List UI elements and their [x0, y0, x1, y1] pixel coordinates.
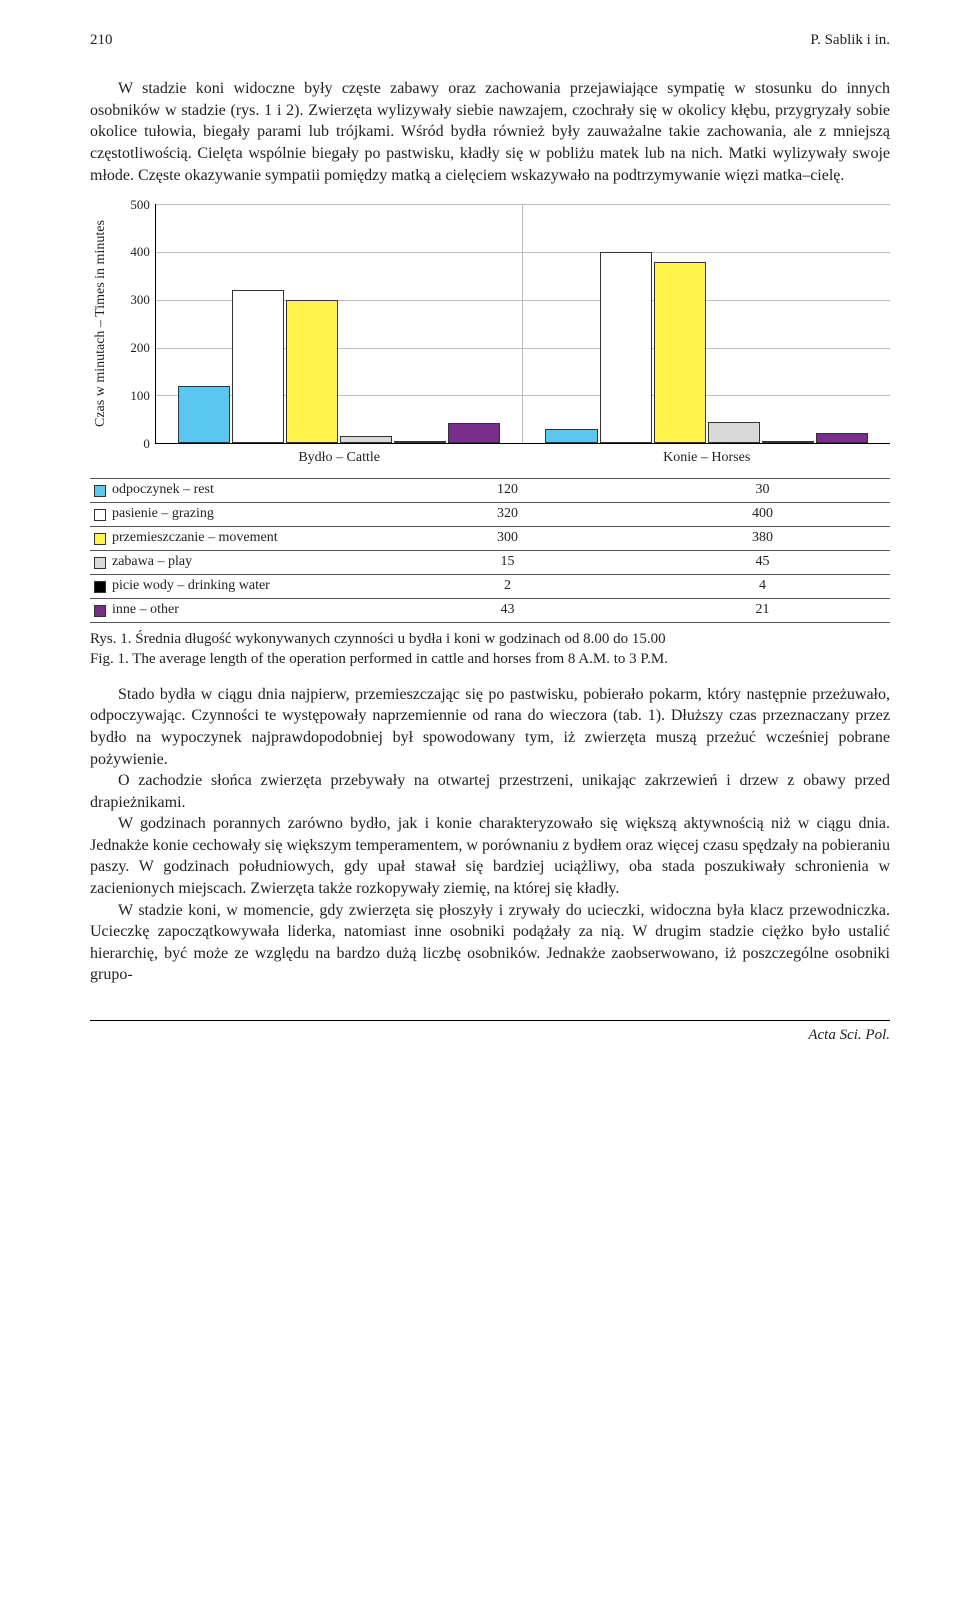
chart-data-row: zabawa – play 1545: [90, 551, 890, 575]
chart-bar: [448, 423, 500, 444]
figure-caption-pl: Rys. 1. Średnia długość wykonywanych czy…: [90, 629, 890, 649]
legend-label: inne – other: [112, 601, 179, 620]
chart-data-cell: 320: [380, 503, 635, 526]
legend-label: pasienie – grazing: [112, 505, 214, 524]
chart-y-axis-label: Czas w minutach – Times in minutes: [90, 204, 111, 444]
chart-data-cell: 120: [380, 479, 635, 502]
chart-data-cell: 45: [635, 551, 890, 574]
chart-bar: [545, 429, 597, 443]
legend-swatch: [94, 485, 106, 497]
chart-data-cell: 30: [635, 479, 890, 502]
body-text-top: W stadzie koni widoczne były częste zaba…: [90, 78, 890, 186]
chart-data-cell: 43: [380, 599, 635, 622]
chart-data-cell: 4: [635, 575, 890, 598]
legend-swatch: [94, 533, 106, 545]
body-text-bottom: Stado bydła w ciągu dnia najpierw, przem…: [90, 684, 890, 986]
paragraph: W stadzie koni widoczne były częste zaba…: [90, 78, 890, 186]
chart-data-cell: 380: [635, 527, 890, 550]
chart-y-tick: 400: [118, 243, 150, 261]
chart-y-tick: 100: [118, 387, 150, 405]
figure-caption-en: Fig. 1. The average length of the operat…: [90, 649, 890, 669]
paragraph: Stado bydła w ciągu dnia najpierw, przem…: [90, 684, 890, 770]
chart-x-category-label: Konie – Horses: [523, 443, 890, 468]
chart-category-group: Konie – Horses: [523, 204, 890, 443]
chart-bar: [178, 386, 230, 443]
legend-swatch: [94, 605, 106, 617]
figure-1: Czas w minutach – Times in minutes Bydło…: [90, 204, 890, 670]
page-number: 210: [90, 30, 113, 50]
chart-bar: [816, 433, 868, 443]
chart-data-cell: 300: [380, 527, 635, 550]
chart-y-tick: 500: [118, 195, 150, 213]
footer-journal: Acta Sci. Pol.: [90, 1020, 890, 1045]
chart-plot-area: Bydło – CattleKonie – Horses 01002003004…: [115, 204, 890, 444]
chart-bar: [600, 252, 652, 443]
legend-label: przemieszczanie – movement: [112, 529, 278, 548]
legend-swatch: [94, 509, 106, 521]
chart-data-cell: 21: [635, 599, 890, 622]
chart-y-tick: 200: [118, 339, 150, 357]
chart-bar: [654, 262, 706, 444]
chart-data-cell: 15: [380, 551, 635, 574]
running-head: P. Sablik i in.: [810, 30, 890, 50]
legend-label: zabawa – play: [112, 553, 192, 572]
legend-swatch: [94, 581, 106, 593]
paragraph: O zachodzie słońca zwierzęta przebywały …: [90, 770, 890, 813]
chart-data-row: pasienie – grazing 320400: [90, 503, 890, 527]
chart-bar: [340, 436, 392, 443]
chart-y-tick: 300: [118, 291, 150, 309]
chart-data-table: odpoczynek – rest12030pasienie – grazing…: [90, 478, 890, 623]
chart-y-tick: 0: [118, 434, 150, 452]
figure-caption: Rys. 1. Średnia długość wykonywanych czy…: [90, 629, 890, 670]
chart-bar: [232, 290, 284, 443]
chart-data-row: inne – other 4321: [90, 599, 890, 623]
paragraph: W godzinach porannych zarówno bydło, jak…: [90, 813, 890, 899]
chart-data-row: przemieszczanie – movement 300380: [90, 527, 890, 551]
chart-bar: [286, 300, 338, 443]
chart-data-cell: 2: [380, 575, 635, 598]
chart-data-row: odpoczynek – rest 12030: [90, 479, 890, 503]
running-header: 210 P. Sablik i in.: [90, 30, 890, 50]
chart-x-category-label: Bydło – Cattle: [156, 443, 523, 468]
legend-label: odpoczynek – rest: [112, 481, 214, 500]
chart-category-group: Bydło – Cattle: [156, 204, 524, 443]
chart-data-cell: 400: [635, 503, 890, 526]
chart-data-row: picie wody – drinking water 24: [90, 575, 890, 599]
legend-label: picie wody – drinking water: [112, 577, 270, 596]
chart-bar: [708, 422, 760, 444]
legend-swatch: [94, 557, 106, 569]
paragraph: W stadzie koni, w momencie, gdy zwierzęt…: [90, 900, 890, 986]
